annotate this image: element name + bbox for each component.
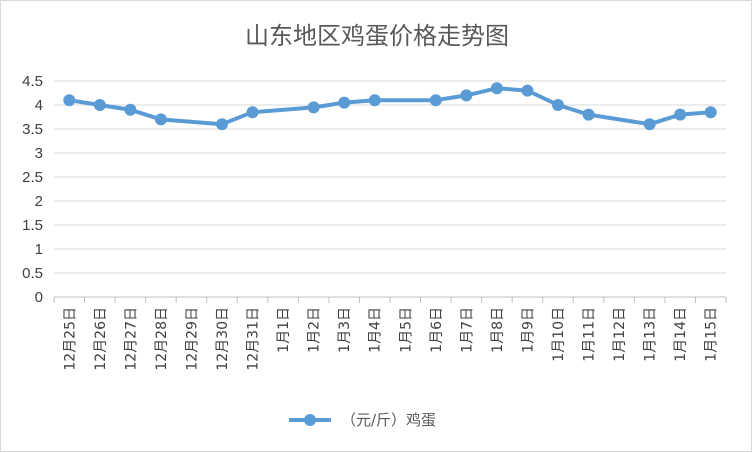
data-point [93, 99, 106, 111]
x-tick-label: 12月27日 [123, 307, 139, 371]
data-point [582, 108, 595, 121]
y-tick-label: 1.5 [22, 217, 43, 234]
x-axis-tick-labels: 12月25日 12月26日 12月27日 12月28日 12月29日 12月30日 12月3… [62, 307, 719, 371]
data-point [674, 108, 687, 121]
gridlines [54, 80, 726, 274]
x-tick-label: 1月12日 [612, 307, 628, 362]
y-tick-label: 2.5 [22, 169, 43, 186]
data-point [490, 82, 503, 95]
x-tick-label: 1月2日 [307, 307, 323, 353]
data-point [246, 106, 259, 119]
x-tick-label: 1月11日 [582, 307, 598, 362]
data-point [63, 94, 76, 107]
legend-label: （元/斤）鸡蛋 [341, 411, 436, 429]
x-tick-label: 1月10日 [551, 307, 567, 362]
x-tick-label: 12月31日 [246, 307, 262, 371]
legend-swatch-marker [304, 414, 316, 426]
x-tick-label: 12月29日 [184, 307, 200, 371]
data-point [460, 89, 473, 102]
data-point [521, 84, 534, 97]
x-tick-label: 1月1日 [276, 307, 292, 353]
y-tick-label: 2 [35, 193, 43, 210]
y-tick-label: 4 [35, 97, 43, 114]
x-tick-label: 1月13日 [643, 307, 659, 362]
data-point [154, 113, 167, 126]
y-tick-label: 0.5 [22, 265, 43, 282]
data-point [338, 96, 351, 109]
x-tick-label: 1月15日 [704, 307, 720, 362]
x-tick-label: 1月5日 [398, 307, 414, 353]
series-layer [63, 82, 717, 131]
x-tick-label: 1月4日 [368, 307, 384, 353]
data-point [643, 118, 656, 131]
y-tick-label: 1 [35, 241, 43, 258]
x-tick-label: 1月14日 [673, 307, 689, 362]
data-point [704, 106, 717, 119]
x-tick-label: 12月28日 [154, 307, 170, 371]
y-tick-label: 3.5 [22, 121, 43, 138]
data-point [307, 101, 320, 114]
data-point [552, 99, 564, 111]
x-tick-label: 1月3日 [337, 307, 353, 353]
chart-title: 山东地区鸡蛋价格走势图 [245, 22, 509, 50]
data-point [368, 94, 381, 107]
x-tick-label: 1月7日 [459, 307, 475, 353]
data-point [124, 103, 137, 116]
y-tick-label: 4.5 [22, 73, 43, 90]
y-axis-tick-labels: 0 0.5 1 1.5 2 2.5 3 3.5 4 4.5 [22, 73, 43, 306]
y-tick-label: 3 [35, 145, 43, 162]
legend: （元/斤）鸡蛋 [289, 411, 436, 429]
x-tick-label: 1月8日 [490, 307, 506, 353]
x-tick-label: 12月26日 [93, 307, 109, 371]
data-point [216, 118, 228, 131]
x-tick-label: 12月30日 [215, 307, 231, 371]
x-tick-label: 1月6日 [429, 307, 445, 353]
x-axis [53, 296, 727, 303]
x-tick-label: 12月25日 [62, 307, 78, 371]
y-tick-label: 0 [35, 289, 43, 306]
x-tick-label: 1月9日 [520, 307, 536, 353]
data-point [429, 94, 442, 107]
